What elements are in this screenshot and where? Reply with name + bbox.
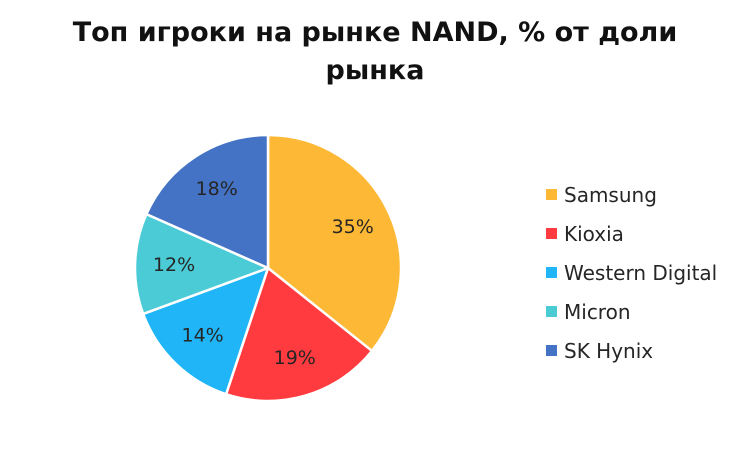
legend-label: Micron	[564, 299, 631, 324]
pie-slice-sk-hynix	[145, 133, 270, 270]
legend-label: Western Digital	[564, 260, 718, 285]
slice-value-label: 14%	[181, 325, 223, 347]
pie-slices	[133, 133, 403, 403]
legend-swatch	[546, 228, 557, 239]
legend-label: Kioxia	[564, 221, 624, 246]
legend-label: Samsung	[564, 182, 657, 207]
legend-swatch	[546, 345, 557, 356]
legend-label: SK Hynix	[564, 338, 654, 363]
chart-title-line-1: Топ игроки на рынке NAND, % от доли	[72, 17, 678, 48]
legend-swatch	[546, 267, 557, 278]
legend-item: Samsung	[546, 175, 717, 214]
slice-value-label: 12%	[153, 254, 195, 276]
pie-slice-micron	[133, 212, 270, 316]
legend-item: Micron	[546, 292, 717, 331]
pie-slice-western-digital	[141, 266, 270, 396]
slice-value-label: 18%	[196, 178, 238, 200]
legend-item: Western Digital	[546, 253, 717, 292]
legend-swatch	[546, 306, 557, 317]
slice-value-label: 35%	[332, 216, 374, 238]
chart-title-line-2: рынка	[325, 55, 425, 86]
pie-slice-samsung	[266, 133, 403, 353]
chart-title: Топ игроки на рынке NAND, % от доли рынк…	[0, 14, 750, 90]
legend-item: Kioxia	[546, 214, 717, 253]
legend-swatch	[546, 189, 557, 200]
slice-value-label: 19%	[274, 347, 316, 369]
legend-item: SK Hynix	[546, 331, 717, 370]
chart-legend: Samsung Kioxia Western Digital Micron SK Hyn…	[546, 175, 717, 370]
pie-slice-kioxia	[224, 266, 374, 403]
pie-value-labels: 35% 19% 14% 12% 18%	[153, 178, 374, 369]
